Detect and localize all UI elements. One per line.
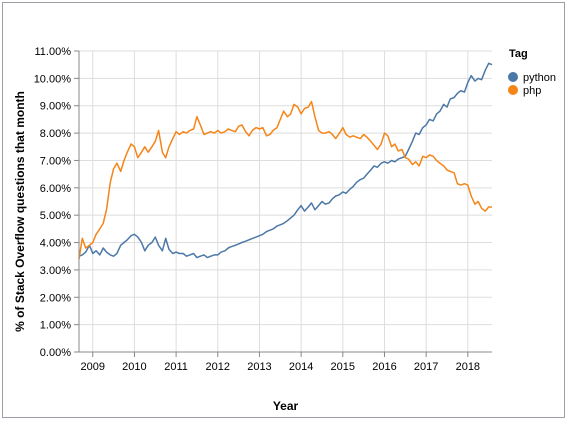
legend-title: Tag — [509, 48, 528, 60]
y-tick-label: 5.00% — [40, 210, 71, 222]
y-tick-label: 9.00% — [40, 101, 71, 113]
x-tick-label: 2013 — [247, 361, 271, 373]
legend-label-php: php — [523, 85, 541, 97]
x-tick-label: 2015 — [331, 361, 355, 373]
y-tick-label: 2.00% — [40, 292, 71, 304]
y-tick-label: 6.00% — [40, 183, 71, 195]
x-axis-ticks: 2009 2010 2011 2012 2013 2014 2015 2016 2017 2018 — [81, 352, 480, 373]
y-tick-label: 7.00% — [40, 155, 71, 167]
y-tick-label: 4.00% — [40, 238, 71, 250]
y-tick-label: 11.00% — [35, 46, 72, 58]
legend-label-python: python — [523, 72, 556, 84]
x-tick-label: 2017 — [414, 361, 438, 373]
y-tick-label: 0.00% — [40, 347, 71, 359]
x-axis-title: Year — [273, 399, 299, 413]
x-tick-label: 2009 — [81, 361, 105, 373]
y-tick-label: 3.00% — [40, 265, 71, 277]
y-tick-label: 10.00% — [34, 73, 72, 85]
x-tick-label: 2014 — [289, 361, 313, 373]
legend-swatch-python — [508, 72, 518, 82]
y-axis-ticks: 0.00% 1.00% 2.00% 3.00% 4.00% 5.00% 6.00% 7.00%… — [34, 46, 79, 359]
series-line-php — [78, 100, 492, 260]
legend-swatch-php — [508, 85, 518, 95]
x-tick-label: 2016 — [372, 361, 396, 373]
x-tick-label: 2011 — [164, 361, 188, 373]
y-tick-label: 8.00% — [40, 128, 71, 140]
series-layer — [78, 62, 493, 260]
y-tick-label: 1.00% — [40, 320, 71, 332]
x-tick-label: 2010 — [122, 361, 146, 373]
gridlines — [79, 50, 492, 353]
y-axis-title: % of Stack Overflow questions that month — [13, 91, 27, 332]
chart-frame — [2, 2, 565, 418]
axes — [78, 51, 492, 353]
x-tick-label: 2018 — [456, 361, 480, 373]
series-line-python — [78, 62, 493, 259]
x-tick-label: 2012 — [206, 361, 230, 373]
